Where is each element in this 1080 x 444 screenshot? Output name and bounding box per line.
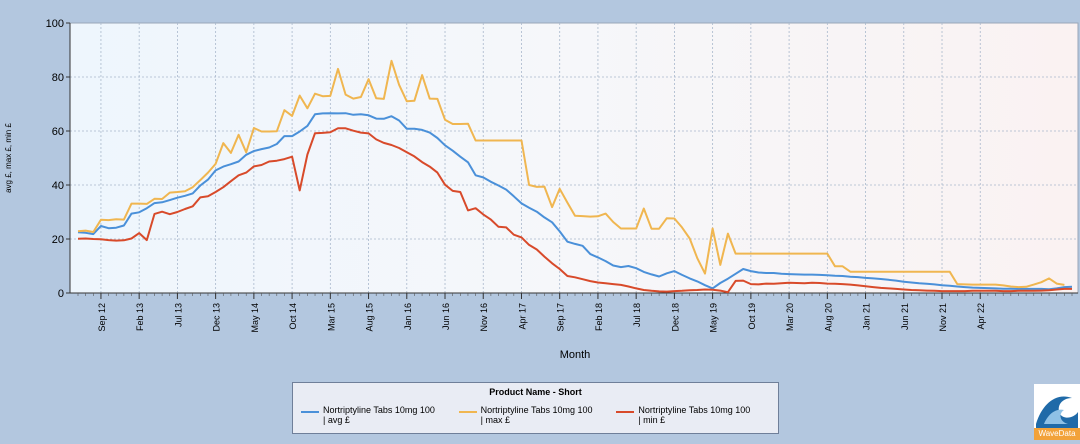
- wavedata-logo: WaveData: [1034, 384, 1080, 440]
- legend-label: Nortriptyline Tabs 10mg 100 | max £: [481, 405, 593, 425]
- legend-swatch: [458, 411, 477, 413]
- legend-swatch: [301, 411, 319, 413]
- legend-item: Nortriptyline Tabs 10mg 100 | min £: [616, 405, 774, 425]
- x-tick-label: Aug 15: [365, 303, 375, 332]
- x-tick-label: Oct 14: [288, 303, 298, 330]
- legend-label-line1: Nortriptyline Tabs 10mg 100: [638, 405, 751, 415]
- x-tick-label: Apr 22: [976, 303, 986, 330]
- plot-area: [69, 22, 1079, 294]
- y-axis-title: avg £, max £, min £: [4, 123, 13, 193]
- legend-label: Nortriptyline Tabs 10mg 100 | min £: [638, 405, 750, 425]
- logo-text: WaveData: [1034, 428, 1080, 440]
- wave-icon: [1034, 384, 1080, 428]
- x-tick-label: Apr 17: [517, 303, 527, 330]
- x-tick-label: Jan 16: [403, 303, 413, 330]
- x-tick-label: Sep 17: [556, 303, 566, 332]
- x-tick-label: Mar 20: [785, 303, 795, 331]
- legend-label-line2: | min £: [638, 415, 666, 425]
- legend-item: Nortriptyline Tabs 10mg 100 | avg £: [301, 405, 459, 425]
- x-tick-label: Oct 19: [747, 303, 757, 330]
- legend-label-line1: Nortriptyline Tabs 10mg 100: [323, 405, 435, 415]
- legend-item: Nortriptyline Tabs 10mg 100 | max £: [458, 405, 617, 425]
- y-tick-label: 20: [52, 234, 64, 246]
- legend-title: Product Name - Short: [489, 387, 582, 397]
- legend: Product Name - Short Nortriptyline Tabs …: [292, 382, 779, 434]
- x-tick-label: Nov 16: [479, 303, 489, 332]
- series-line: [77, 112, 1073, 291]
- legend-label-line2: | max £: [480, 415, 511, 425]
- x-tick-label: Nov 21: [938, 303, 948, 332]
- x-tick-label: Feb 18: [594, 303, 604, 331]
- series-line: [77, 59, 1065, 289]
- legend-swatch: [616, 411, 635, 413]
- series-line: [77, 127, 1072, 294]
- x-tick-label: Jun 16: [441, 303, 451, 330]
- y-tick-label: 40: [52, 180, 64, 192]
- y-tick-label: 0: [58, 288, 64, 300]
- legend-label: Nortriptyline Tabs 10mg 100 | avg £: [323, 405, 435, 425]
- x-tick-label: Jul 18: [632, 303, 642, 327]
- gridlines: [70, 23, 1078, 293]
- x-tick-label: Jun 21: [900, 303, 910, 330]
- x-tick-label: Jan 21: [862, 303, 872, 330]
- x-tick-label: Jul 13: [173, 303, 183, 327]
- line-chart: 0 20 40 60 80 100 Sep 12 Feb 13 Jul 13 Dec 13 May…: [4, 18, 1079, 361]
- x-tick-label: Dec 13: [212, 303, 222, 332]
- series-group: [77, 59, 1073, 294]
- x-axis-title: Month: [560, 349, 591, 361]
- legend-label-line2: | avg £: [323, 415, 350, 425]
- x-tick-label: Sep 12: [97, 303, 107, 332]
- x-tick-label: Dec 18: [670, 303, 680, 332]
- x-tick-label: May 19: [709, 303, 719, 333]
- x-tick-label: Aug 20: [823, 303, 833, 332]
- y-axis: 0 20 40 60 80 100: [46, 18, 71, 300]
- x-tick-label: Mar 15: [326, 303, 336, 331]
- legend-label-line1: Nortriptyline Tabs 10mg 100: [480, 405, 593, 415]
- x-axis: Sep 12 Feb 13 Jul 13 Dec 13 May 14 Oct 14 Mar …: [70, 292, 1078, 333]
- x-tick-label: Feb 13: [135, 303, 145, 331]
- y-tick-label: 100: [46, 18, 64, 30]
- y-tick-label: 60: [52, 126, 64, 138]
- y-tick-label: 80: [52, 72, 64, 84]
- x-tick-label: May 14: [250, 303, 260, 333]
